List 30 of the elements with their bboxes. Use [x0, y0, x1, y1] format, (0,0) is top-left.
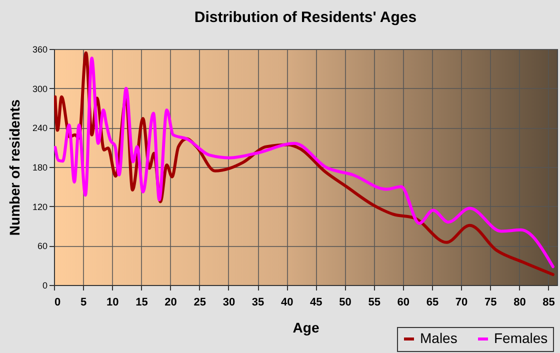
x-tick-label: 30	[222, 296, 236, 308]
y-tick-label: 360	[32, 44, 48, 54]
x-tick-label: 20	[164, 296, 177, 308]
x-tick-label: 60	[397, 296, 410, 308]
x-tick-label: 80	[514, 296, 526, 308]
y-tick-label: 300	[32, 84, 48, 94]
x-tick-label: 15	[136, 296, 148, 308]
x-tick-label: 70	[455, 296, 468, 308]
x-tick-label: 10	[106, 296, 119, 308]
x-tick-label: 5	[80, 296, 87, 308]
x-axis-title: Age	[292, 320, 320, 336]
y-tick-label: 120	[32, 202, 48, 212]
x-tick-label: 50	[339, 296, 352, 308]
x-tick-label: 85	[542, 296, 555, 308]
x-tick-label: 0	[54, 296, 61, 308]
y-tick-label: 180	[32, 162, 48, 172]
y-tick-label: 240	[32, 123, 48, 134]
x-tick-label: 35	[252, 296, 264, 308]
chart-title: Distribution of Residents' Ages	[194, 9, 417, 26]
legend-label: Females	[494, 330, 548, 346]
x-tick-label: 75	[484, 296, 497, 308]
x-tick-label: 40	[280, 296, 294, 308]
y-axis-title: Number of residents	[6, 99, 22, 236]
x-tick-label: 25	[194, 296, 206, 308]
x-tick-label: 55	[368, 296, 380, 308]
x-tick-label: 65	[426, 296, 439, 308]
legend-label: Males	[420, 330, 458, 346]
y-tick-label: 0	[42, 280, 48, 290]
y-tick-label: 60	[37, 241, 48, 252]
x-tick-label: 45	[310, 296, 322, 308]
